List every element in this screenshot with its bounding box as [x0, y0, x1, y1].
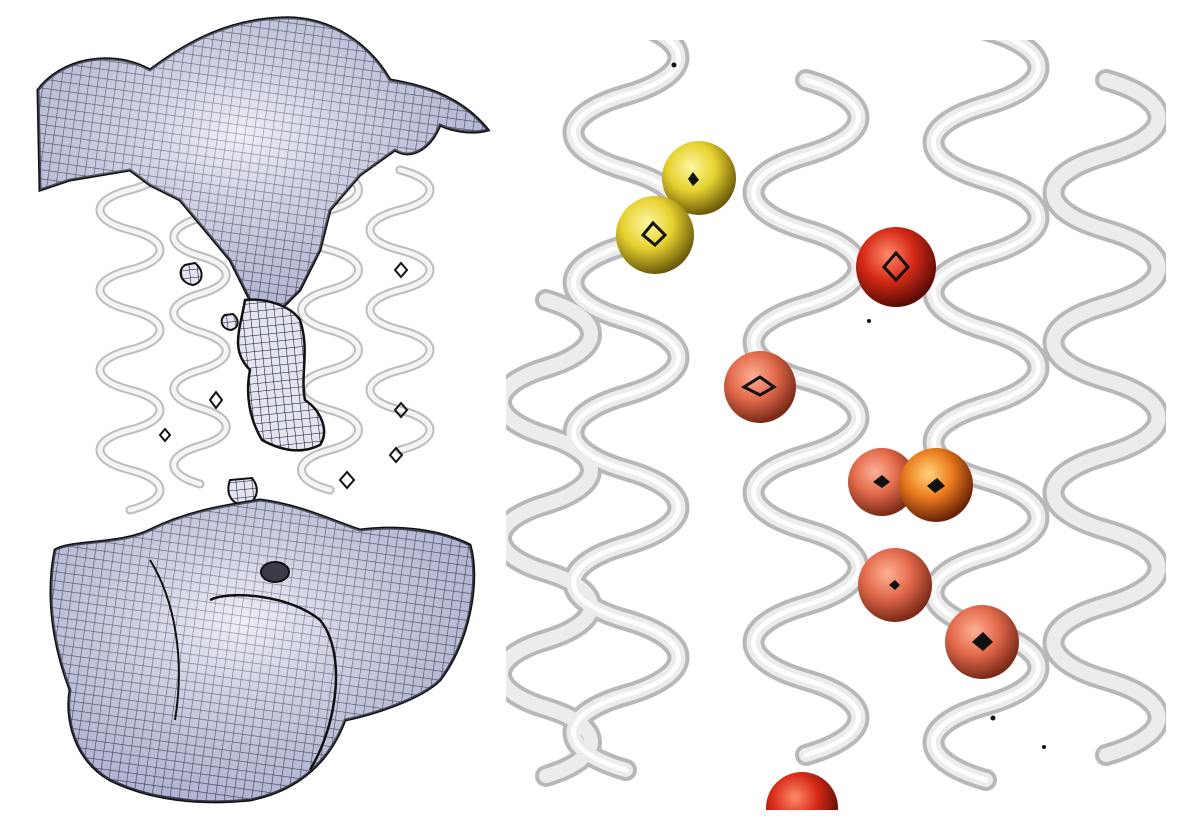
bottom-mesh-density — [49, 498, 476, 804]
mesh-density-panel — [0, 0, 500, 834]
helix-ion-panel — [506, 40, 1166, 810]
helix-ion-svg — [506, 40, 1166, 810]
small-dots — [671, 62, 1046, 749]
helix-tubes — [506, 40, 1166, 791]
sphere-marker-icon — [766, 772, 838, 810]
top-mesh-density — [36, 16, 491, 507]
sphere-marker-icon — [616, 196, 694, 274]
sphere-marker-icon — [848, 448, 916, 516]
sphere-marker-icon — [899, 448, 973, 522]
sphere-marker-icon — [945, 605, 1019, 679]
sphere-marker-icon — [724, 351, 796, 423]
sphere-marker-icon — [858, 548, 932, 622]
sphere-marker-icon — [856, 227, 936, 307]
sphere-marker-icon — [662, 141, 736, 215]
ion-spheres — [616, 141, 1019, 810]
mesh-density-svg — [36, 16, 491, 804]
